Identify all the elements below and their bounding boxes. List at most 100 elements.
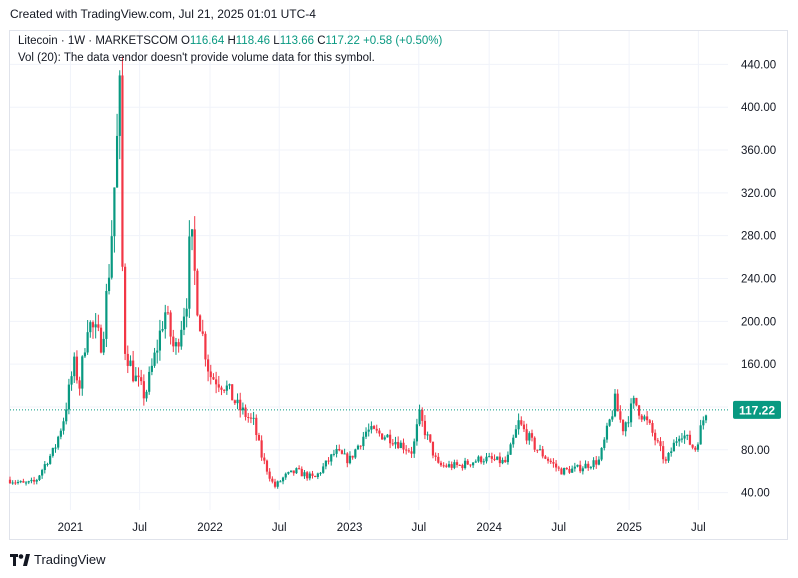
candle-body [94,324,97,328]
candle-body [348,455,352,464]
candle-body [592,460,595,468]
candle-body [397,441,400,449]
candle-body [423,420,427,436]
candle-body [356,445,360,450]
candle-body [22,481,25,483]
chart-frame[interactable] [9,30,788,540]
candle-body [110,236,113,278]
candle-body [70,376,73,385]
candle-body [182,316,186,330]
candle-body [413,441,416,454]
candle-body [193,229,196,271]
candle-body [415,424,418,442]
candle-body [613,393,617,417]
candle-body [485,456,488,462]
y-tick-label: 160.00 [741,359,776,371]
candle-body [431,441,435,456]
candle-body [629,403,633,423]
candle-body [32,479,36,482]
candle-body [603,439,606,448]
candle-body [11,482,14,484]
high-value: 118.46 [235,35,271,47]
candle-body [132,360,135,382]
candle-body [19,481,22,483]
candle-body [271,478,274,482]
candle-body [281,477,285,482]
candle-body [142,381,145,399]
candle-body [407,450,410,452]
candle-body [450,464,453,468]
candle-body [563,468,566,475]
candle-body [354,449,357,458]
candle-body [429,434,432,442]
candle-body [573,466,576,469]
candle-body [437,456,440,463]
candle-body [220,387,223,390]
candle-body [696,444,700,450]
candle-body [648,420,651,424]
candle-body [595,460,598,465]
candle-body [209,371,212,378]
candle-body [255,417,258,436]
candle-body [24,482,28,484]
candle-body [493,458,496,460]
candle-body [421,409,424,421]
candle-body [268,471,271,479]
candle-body [292,470,295,474]
candle-body [185,308,188,317]
candle-body [225,385,228,391]
candle-body [597,459,601,465]
candle-body [378,430,381,434]
candle-body [137,375,140,378]
candle-body [263,457,266,461]
candle-body [659,441,662,447]
candle-body [43,464,46,471]
candle-body [239,399,242,411]
candle-body [455,462,459,465]
candle-body [418,409,421,425]
candle-body [190,229,194,237]
candle-body [319,472,322,474]
last-price-label: 117.22 [739,403,775,417]
candle-body [73,356,76,377]
candle-body [557,467,560,469]
candle-body [453,462,456,468]
candle-body [212,377,215,380]
candle-body [571,468,574,473]
candle-body [635,397,638,406]
candle-body [506,454,510,463]
candle-body [501,459,504,464]
candle-body [118,75,121,136]
candle-body [107,277,111,291]
candle-body [335,448,338,454]
candle-body [236,399,239,404]
candle-body [461,465,464,469]
x-tick-label: 2021 [58,522,84,534]
candle-body [215,379,218,385]
candle-body [624,422,627,432]
candle-body [654,432,657,441]
candle-body [664,459,667,461]
candle-body [161,329,164,331]
candle-body [306,472,309,479]
candle-body [549,460,552,463]
candle-body [30,479,33,482]
candle-body [35,479,38,482]
candle-body [372,426,376,429]
candle-body [257,435,261,441]
candle-body [439,462,443,466]
tradingview-logo[interactable]: TradingView [10,552,106,567]
candle-body [330,454,333,462]
y-axis: 40.00 80.00 160.00 200.00 240.00 280.00 320.00… [741,59,776,499]
x-tick-label: Jul [551,522,566,534]
candle-body [343,453,346,455]
y-tick-label: 320.00 [741,188,776,200]
x-axis: 2021 Jul 2022 Jul 2023 Jul 2024 Jul 2025 Jul [58,522,706,534]
candle-body [145,391,148,399]
candle-body [113,187,116,237]
candle-body [504,459,507,463]
candle-body [284,473,287,478]
grid [10,31,728,510]
candle-body [496,456,499,460]
